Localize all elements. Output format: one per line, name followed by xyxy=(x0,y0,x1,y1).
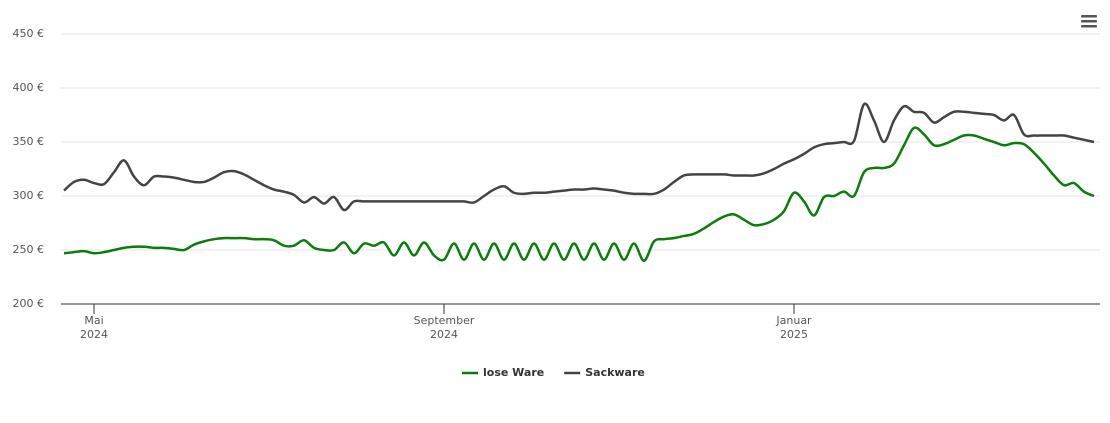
series-line xyxy=(63,102,1095,212)
x-tick-label-line: September xyxy=(414,314,475,327)
x-tick-label-line: 2025 xyxy=(780,328,808,341)
legend-label: lose Ware xyxy=(483,366,544,379)
menu-bar xyxy=(1081,20,1097,23)
y-tick-label: 300 € xyxy=(13,189,45,202)
legend-label: Sackware xyxy=(585,366,645,379)
legend: lose Ware Sackware xyxy=(462,366,645,379)
y-tick-label: 350 € xyxy=(13,135,45,148)
x-tick-label: September 2024 xyxy=(414,314,475,341)
menu-bar xyxy=(1081,15,1097,18)
x-tick-label: Mai 2024 xyxy=(80,314,108,341)
menu-button[interactable] xyxy=(1081,15,1097,28)
series-line xyxy=(63,126,1095,263)
y-tick-label: 400 € xyxy=(13,81,45,94)
x-tick-label-line: 2024 xyxy=(80,328,108,341)
x-tick-label: Januar 2025 xyxy=(775,314,812,341)
x-tick-label-line: 2024 xyxy=(430,328,458,341)
x-tick-label-line: Mai xyxy=(84,314,103,327)
menu-bar xyxy=(1081,25,1097,28)
y-tick-label: 450 € xyxy=(13,27,45,40)
y-tick-label: 200 € xyxy=(13,297,45,310)
x-tick-label-line: Januar xyxy=(775,314,812,327)
y-tick-label: 250 € xyxy=(13,243,45,256)
